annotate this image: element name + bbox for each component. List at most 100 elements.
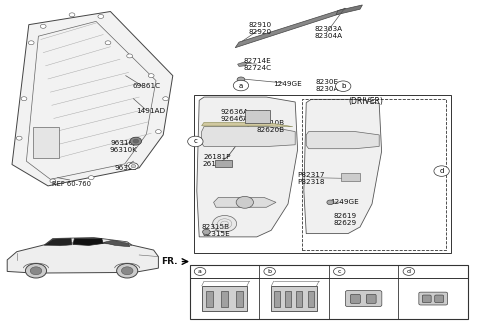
Text: 96310J
96310K: 96310J 96310K [109, 140, 137, 153]
Text: 82714E
82724C: 82714E 82724C [243, 58, 271, 71]
Circle shape [163, 97, 168, 101]
Circle shape [237, 77, 245, 82]
Polygon shape [197, 97, 298, 237]
Polygon shape [336, 5, 362, 15]
Bar [297, 291, 302, 308]
Polygon shape [202, 127, 295, 146]
Polygon shape [73, 239, 103, 245]
FancyBboxPatch shape [435, 295, 444, 303]
Text: 93570B: 93570B [286, 267, 316, 276]
Circle shape [194, 267, 206, 275]
Circle shape [117, 264, 138, 278]
Circle shape [25, 264, 47, 278]
Text: 69861C: 69861C [132, 83, 160, 89]
Circle shape [131, 164, 136, 168]
Text: (DRIVER): (DRIVER) [348, 97, 383, 107]
Circle shape [30, 267, 42, 275]
Circle shape [21, 97, 27, 101]
Circle shape [28, 41, 34, 45]
Bar [274, 291, 280, 308]
Bar [236, 291, 243, 308]
Polygon shape [214, 197, 276, 207]
Text: 93250F: 93250F [426, 267, 455, 276]
Polygon shape [238, 62, 247, 66]
Text: 82910
82920: 82910 82920 [249, 22, 272, 36]
Bar [194, 95, 451, 253]
Circle shape [327, 200, 334, 205]
Polygon shape [45, 238, 72, 246]
Text: c: c [337, 269, 341, 274]
Circle shape [434, 166, 449, 176]
Text: 1491AD: 1491AD [137, 108, 166, 114]
Text: 93575B: 93575B [216, 267, 246, 276]
Circle shape [69, 13, 75, 17]
Circle shape [188, 136, 203, 147]
Circle shape [50, 179, 56, 183]
Circle shape [264, 267, 276, 275]
Text: 82303A
82304A: 82303A 82304A [315, 26, 343, 39]
Bar [285, 291, 291, 308]
Text: 26181P
26181D: 26181P 26181D [203, 154, 231, 167]
Text: 1249GE: 1249GE [330, 199, 359, 205]
Circle shape [40, 24, 46, 28]
FancyBboxPatch shape [419, 292, 447, 305]
FancyBboxPatch shape [350, 294, 360, 303]
FancyBboxPatch shape [346, 291, 382, 307]
Circle shape [133, 139, 139, 143]
Circle shape [121, 267, 133, 275]
Bar [190, 265, 468, 319]
Circle shape [105, 41, 111, 45]
Text: REF 60-760: REF 60-760 [51, 181, 91, 187]
Bar [341, 173, 360, 181]
Circle shape [130, 137, 142, 145]
Circle shape [88, 176, 94, 180]
Circle shape [156, 130, 161, 134]
Text: b: b [341, 83, 346, 89]
Bar [308, 291, 313, 308]
FancyBboxPatch shape [366, 294, 376, 303]
Circle shape [336, 81, 351, 91]
Text: P82317
P82318: P82317 P82318 [297, 172, 325, 185]
Bar [33, 127, 59, 158]
Text: 82619
82629: 82619 82629 [333, 213, 356, 226]
Polygon shape [12, 12, 173, 186]
Text: 93250G: 93250G [356, 267, 385, 276]
Text: 8230E
8230A: 8230E 8230A [316, 79, 339, 92]
Text: 82315B
82315E: 82315B 82315E [202, 224, 230, 238]
Text: d: d [407, 269, 411, 274]
Polygon shape [304, 99, 382, 234]
Bar [302, 99, 446, 250]
Polygon shape [235, 8, 346, 48]
Circle shape [334, 267, 345, 275]
Polygon shape [202, 122, 293, 127]
Polygon shape [306, 132, 379, 149]
Polygon shape [44, 238, 132, 245]
Circle shape [127, 54, 132, 58]
Bar [215, 160, 232, 167]
Bar [271, 286, 317, 311]
Circle shape [233, 80, 249, 91]
Bar [202, 286, 247, 311]
Text: 1249GE: 1249GE [273, 81, 301, 87]
Circle shape [148, 74, 154, 78]
Polygon shape [103, 240, 130, 247]
Circle shape [129, 163, 138, 169]
Text: b: b [268, 269, 272, 274]
Circle shape [203, 229, 210, 235]
Text: 96325: 96325 [114, 165, 137, 171]
Text: a: a [198, 269, 202, 274]
Circle shape [98, 14, 104, 18]
Circle shape [213, 215, 237, 232]
Bar [221, 291, 228, 308]
Text: 92636A
92646A: 92636A 92646A [220, 109, 248, 122]
Polygon shape [7, 240, 158, 273]
Text: a: a [239, 83, 243, 89]
Circle shape [403, 267, 415, 275]
Circle shape [236, 196, 253, 208]
FancyBboxPatch shape [422, 295, 431, 303]
Circle shape [127, 163, 132, 166]
Text: d: d [439, 168, 444, 174]
Bar [245, 110, 270, 123]
Bar [206, 291, 213, 308]
Text: c: c [193, 139, 197, 144]
